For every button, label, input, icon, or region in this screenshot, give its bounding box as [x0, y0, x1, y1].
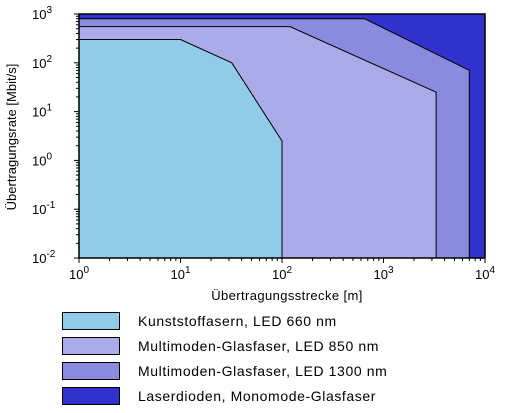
chart: 100 101 102 103 104 10-2 10-1 100 101 102 103 Übe… — [4, 5, 495, 303]
legend-swatch — [62, 312, 120, 330]
tick-label: 10-1 — [32, 200, 56, 217]
y-axis-label: Übertragungsrate [Mbit/s] — [4, 64, 19, 211]
tick-label: 103 — [32, 5, 52, 22]
x-axis-label: Übertragungsstrecke [m] — [211, 288, 363, 303]
legend-swatch — [62, 362, 120, 380]
legend-item: Kunststoffasern, LED 660 nm — [62, 309, 502, 334]
legend: Kunststoffasern, LED 660 nm Multimoden-G… — [62, 309, 502, 409]
chart-regions — [78, 13, 486, 259]
legend-label: Laserdioden, Monomode-Glasfaser — [138, 388, 377, 404]
legend-label: Kunststoffasern, LED 660 nm — [138, 313, 337, 329]
tick-label: 102 — [32, 54, 52, 71]
legend-item: Multimoden-Glasfaser, LED 850 nm — [62, 334, 502, 359]
legend-item: Multimoden-Glasfaser, LED 1300 nm — [62, 359, 502, 384]
tick-label: 101 — [170, 265, 190, 282]
y-axis: 10-2 10-1 100 101 102 103 — [32, 5, 79, 266]
legend-item: Laserdioden, Monomode-Glasfaser — [62, 384, 502, 409]
tick-label: 100 — [69, 265, 89, 282]
legend-label: Multimoden-Glasfaser, LED 1300 nm — [138, 363, 388, 379]
x-axis: 100 101 102 103 104 — [69, 258, 495, 282]
legend-swatch — [62, 337, 120, 355]
tick-label: 101 — [32, 103, 52, 120]
tick-label: 102 — [272, 265, 292, 282]
legend-swatch — [62, 387, 120, 405]
tick-label: 10-2 — [32, 249, 56, 266]
legend-label: Multimoden-Glasfaser, LED 850 nm — [138, 338, 379, 354]
tick-label: 103 — [373, 265, 393, 282]
tick-label: 104 — [475, 265, 495, 282]
tick-label: 100 — [32, 151, 52, 168]
